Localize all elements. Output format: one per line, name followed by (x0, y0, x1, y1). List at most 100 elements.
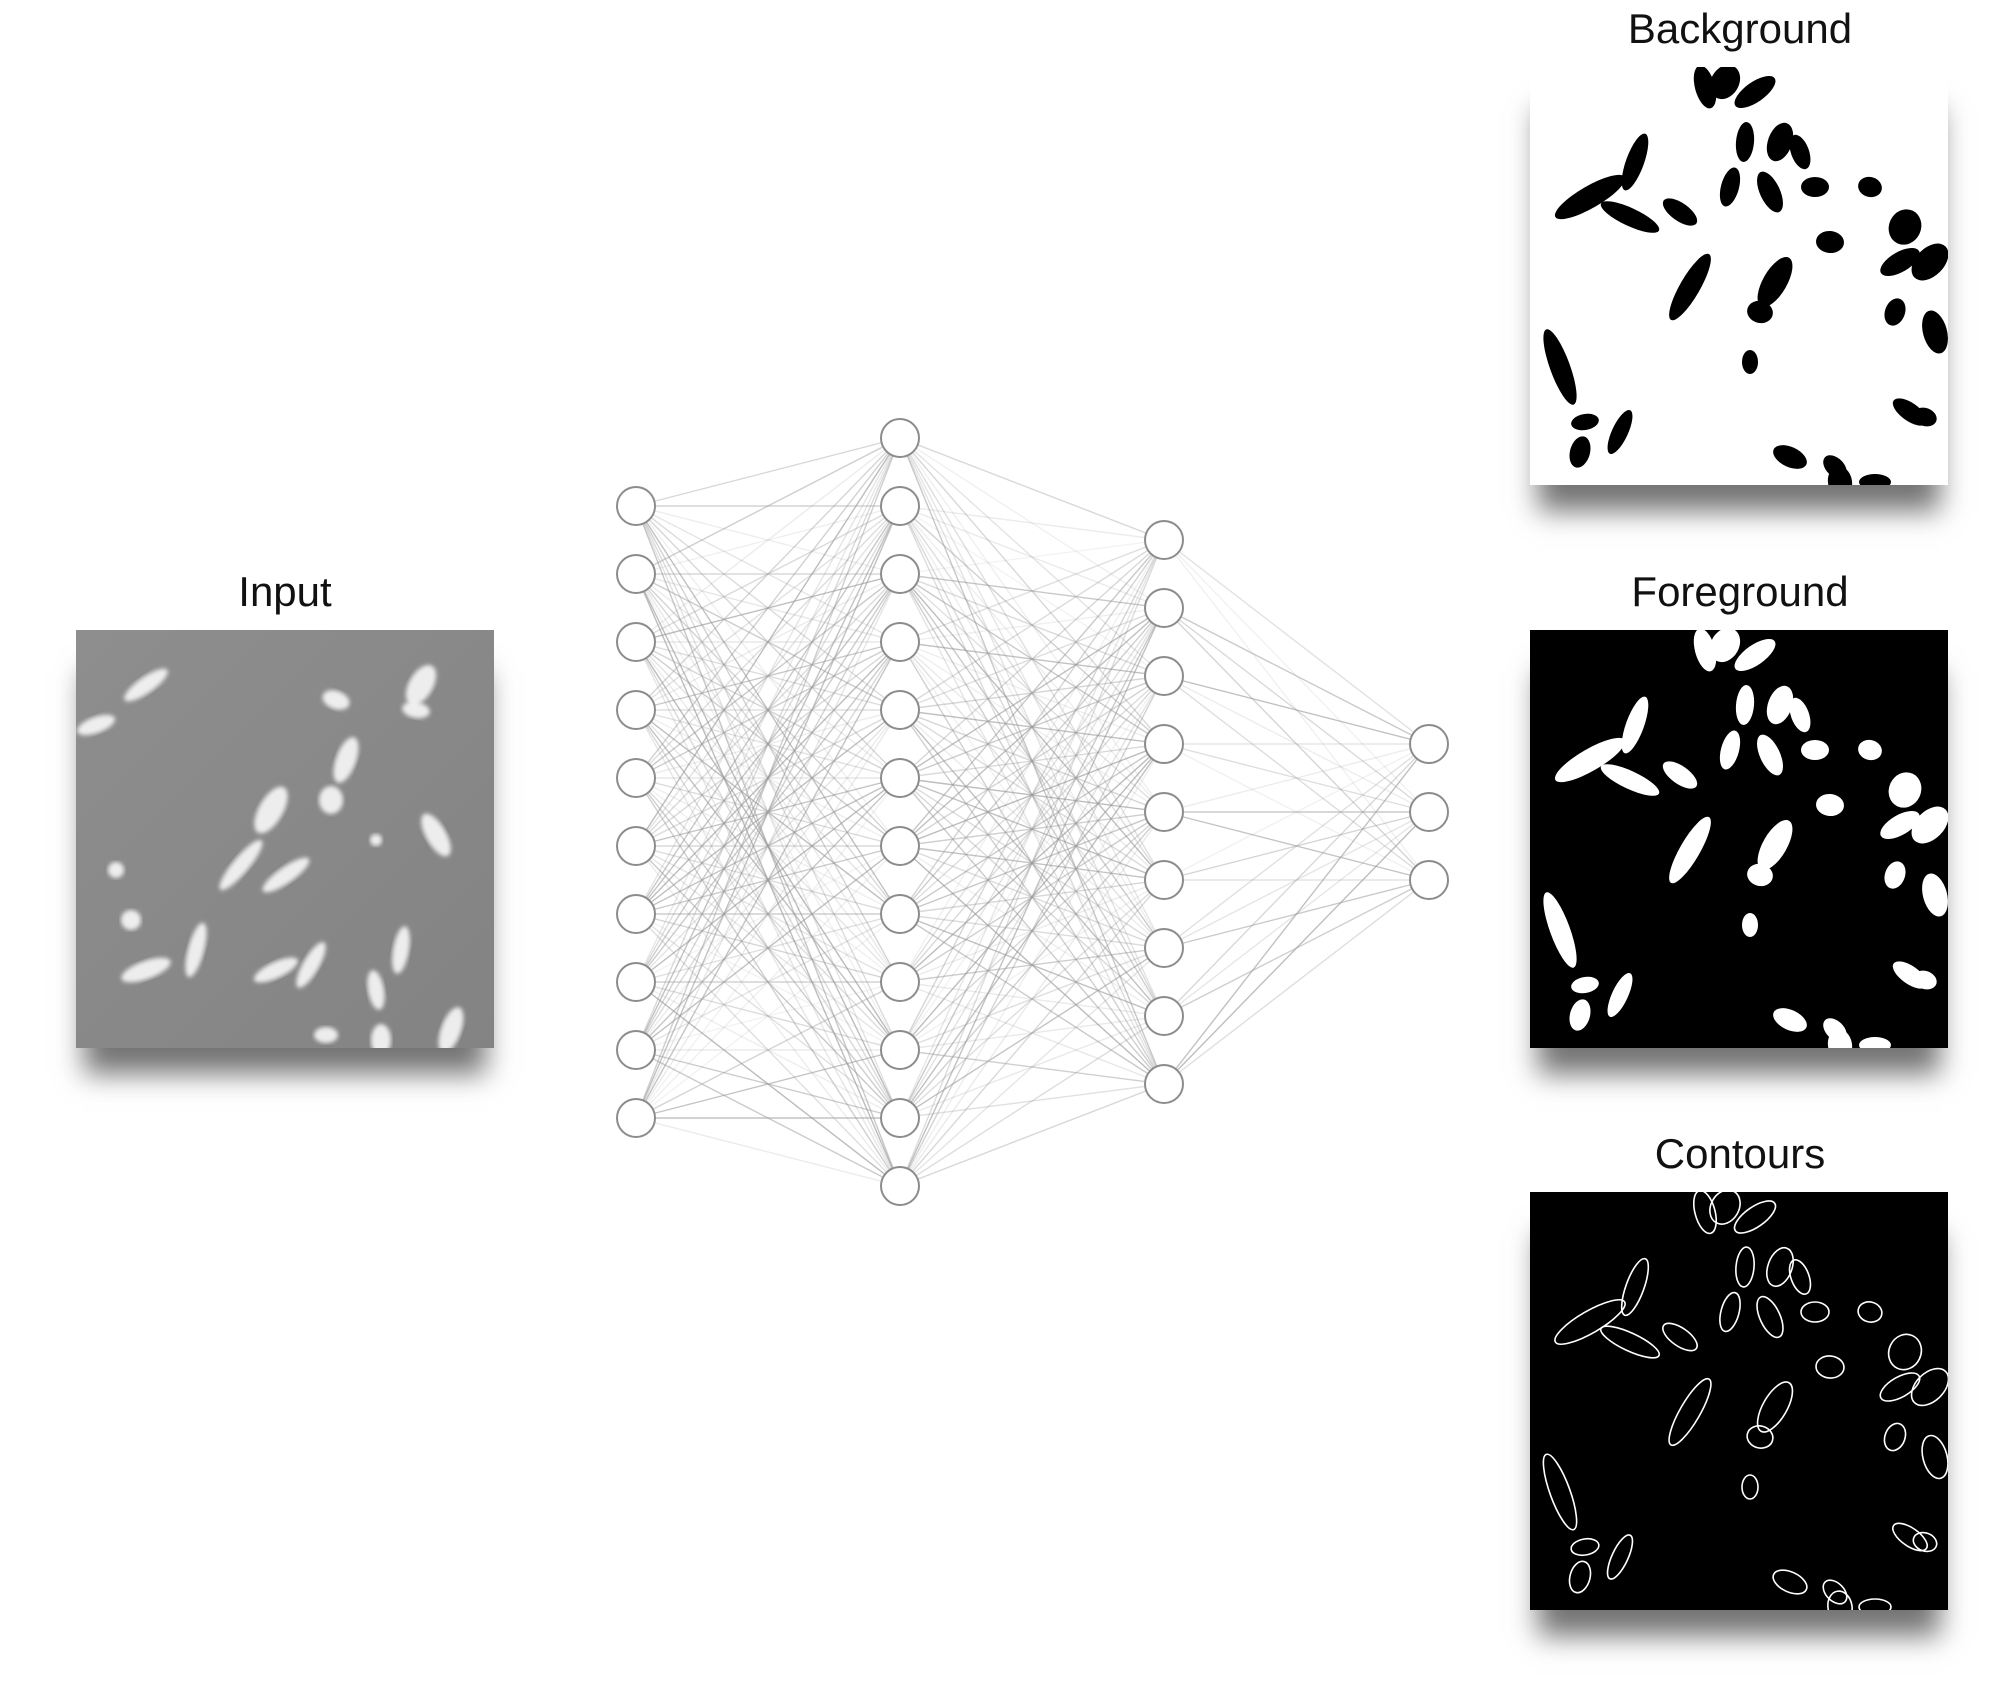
network-edge (899, 743, 1165, 915)
foreground-cell (1911, 806, 1948, 844)
network-edge (899, 879, 1165, 1119)
input-cell (254, 786, 288, 834)
network-layer-1 (616, 486, 656, 1138)
network-edges (635, 437, 1430, 1187)
network-node (880, 758, 920, 798)
foreground-cell (1607, 972, 1633, 1018)
foreground-cell (1747, 863, 1773, 887)
network-edge (635, 709, 901, 1119)
background-cell (1571, 413, 1599, 431)
input-cell (370, 834, 382, 846)
cell-contour (1746, 1425, 1774, 1449)
network-edge (635, 913, 901, 1051)
foreground-cell (1773, 1008, 1807, 1032)
background-cell (1884, 298, 1906, 326)
network-edge (899, 539, 1165, 643)
background-cell (1742, 350, 1758, 374)
cell-contour (1857, 1301, 1883, 1323)
network-edge (1163, 675, 1430, 745)
input-title: Input (238, 568, 332, 615)
input-cell (333, 737, 359, 783)
foreground-cell (1922, 873, 1948, 917)
input-cell (392, 926, 410, 974)
contour-mask-fill (1530, 1192, 1948, 1610)
background-cell (1888, 209, 1922, 245)
background-cell (1662, 198, 1698, 226)
foreground-cell (1662, 761, 1698, 789)
foreground-cell (1789, 697, 1811, 733)
network-node (880, 1166, 920, 1206)
cell-contour (1620, 1257, 1650, 1317)
cell-contour (1921, 1434, 1948, 1480)
cell-contour (1709, 1192, 1741, 1225)
network-edge (635, 437, 901, 1119)
network-edge (899, 1015, 1165, 1119)
cell-contour (1800, 1301, 1830, 1323)
network-node (1144, 996, 1184, 1036)
cell-contour (1788, 1259, 1812, 1295)
network-edge (635, 777, 901, 1119)
foreground-mask-image (1530, 630, 1948, 1048)
network-edge (635, 505, 901, 983)
network-edge (1163, 811, 1430, 881)
foreground-cell (1884, 861, 1906, 889)
network-edge (1163, 743, 1430, 813)
network-edge (635, 505, 901, 711)
foreground-cell (1569, 999, 1591, 1031)
network-edge (899, 947, 1165, 983)
network-edge (635, 505, 901, 1051)
input-cell (108, 862, 124, 878)
network-node (1144, 588, 1184, 628)
cell-contour (1741, 1474, 1759, 1500)
network-edge (899, 539, 1165, 575)
background-cell (1766, 122, 1794, 162)
background-cell (1569, 436, 1591, 468)
network-node (616, 894, 656, 934)
network-edge (899, 437, 1165, 541)
background-cell (1693, 67, 1717, 109)
network-edge (899, 811, 1165, 1187)
network-edge (899, 539, 1165, 1051)
input-cell (322, 690, 350, 710)
network-edge (1163, 607, 1430, 745)
network-edge (899, 879, 1165, 1051)
network-node (616, 1098, 656, 1138)
background-cell (1669, 253, 1711, 321)
network-node (1144, 860, 1184, 900)
foreground-cell (1859, 1037, 1891, 1048)
network-edge (635, 437, 901, 711)
background-cell (1554, 174, 1626, 220)
cell-contour (1606, 1534, 1634, 1580)
network-edge (899, 811, 1165, 1119)
background-cell (1880, 248, 1920, 276)
cell-contour (1883, 1422, 1907, 1452)
network-edge (635, 573, 901, 915)
network-edge (899, 607, 1165, 847)
network-edge (635, 641, 901, 1119)
network-edge (1163, 675, 1430, 881)
network-edge (899, 743, 1165, 847)
cell-contour (1887, 1333, 1923, 1371)
input-cell (124, 668, 168, 702)
network-node (880, 826, 920, 866)
network-edge (899, 675, 1165, 915)
network-node (880, 1098, 920, 1138)
network-edge (899, 539, 1165, 983)
network-edge (635, 437, 901, 507)
network-edge (899, 607, 1165, 983)
network-edge (635, 505, 901, 1119)
cell-contour (1599, 1325, 1661, 1359)
network-edge (1163, 743, 1430, 1017)
background-cell (1747, 300, 1773, 324)
network-edge (899, 879, 1165, 1187)
network-edge (899, 573, 1165, 609)
network-edge (899, 607, 1165, 1187)
input-cell (405, 665, 437, 705)
background-cell (1543, 329, 1577, 405)
network-edge (1163, 811, 1430, 1085)
network-edge (899, 573, 1165, 949)
network-edge (1163, 743, 1430, 881)
background-cell (1734, 75, 1776, 109)
network-edge (899, 607, 1165, 915)
network-edge (635, 505, 901, 575)
